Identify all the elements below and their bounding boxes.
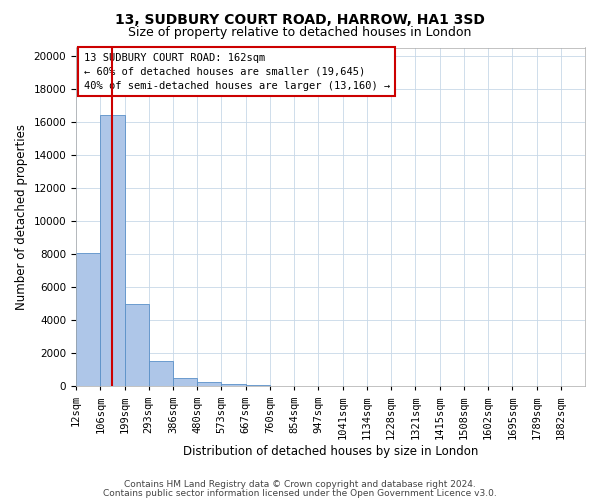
Text: 13 SUDBURY COURT ROAD: 162sqm
← 60% of detached houses are smaller (19,645)
40% : 13 SUDBURY COURT ROAD: 162sqm ← 60% of d…	[83, 52, 390, 90]
Bar	[125, 304, 149, 386]
Text: 13, SUDBURY COURT ROAD, HARROW, HA1 3SD: 13, SUDBURY COURT ROAD, HARROW, HA1 3SD	[115, 12, 485, 26]
Bar	[100, 115, 125, 386]
Text: Contains HM Land Registry data © Crown copyright and database right 2024.: Contains HM Land Registry data © Crown c…	[124, 480, 476, 489]
Bar	[173, 378, 197, 386]
Bar	[149, 360, 173, 386]
Bar	[76, 253, 100, 386]
Text: Contains public sector information licensed under the Open Government Licence v3: Contains public sector information licen…	[103, 489, 497, 498]
Bar	[197, 382, 221, 386]
Bar	[221, 384, 245, 386]
Text: Size of property relative to detached houses in London: Size of property relative to detached ho…	[128, 26, 472, 39]
Bar	[245, 384, 270, 386]
Y-axis label: Number of detached properties: Number of detached properties	[15, 124, 28, 310]
X-axis label: Distribution of detached houses by size in London: Distribution of detached houses by size …	[183, 444, 478, 458]
